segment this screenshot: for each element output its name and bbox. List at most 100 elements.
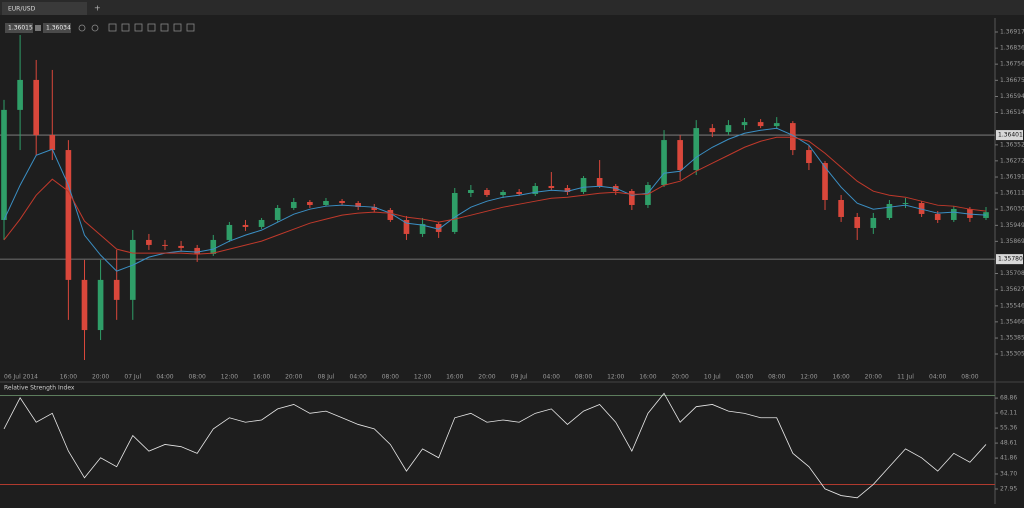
tool-button[interactable] [186, 23, 195, 32]
price-level-label: 1.35780 [998, 256, 1023, 263]
candle-body [757, 122, 764, 127]
candle-body [596, 178, 603, 187]
candle-body [162, 244, 168, 246]
x-tick-label: 04:00 [156, 374, 173, 381]
candle-body [564, 188, 571, 193]
panel-title: Relative Strength Index [4, 385, 75, 392]
candle-body [146, 239, 152, 245]
ask-price: 1.36034 [46, 25, 71, 32]
y-tick-label: 1.36836 [1000, 45, 1024, 52]
candle-body [950, 208, 957, 220]
x-tick-label: 10 Jul [704, 374, 721, 381]
y-tick-label: 1.35546 [1000, 302, 1024, 309]
x-tick-label: 08:00 [961, 374, 978, 381]
x-tick-label: 20:00 [478, 374, 495, 381]
candle-body [178, 245, 184, 248]
y-tick-label: 48.61 [1000, 440, 1017, 447]
y-tick-label: 1.36352 [1000, 141, 1024, 148]
y-tick-label: 1.35466 [1000, 318, 1024, 325]
candle-body [17, 79, 23, 110]
candle-body [339, 200, 345, 203]
x-tick-label: 06 Jul 2014 [4, 374, 38, 381]
y-tick-label: 41.86 [1000, 455, 1017, 462]
candle-body [902, 202, 909, 204]
x-tick-label: 04:00 [736, 374, 753, 381]
x-tick-label: 04:00 [543, 374, 560, 381]
new-tab[interactable]: + [94, 4, 101, 13]
candle-body [822, 163, 828, 200]
candle-body [1, 109, 7, 220]
tool-button[interactable] [147, 23, 156, 32]
candle-body [516, 192, 522, 195]
candle-body [677, 140, 683, 171]
candle-body [435, 223, 442, 232]
candle-body [242, 224, 249, 227]
x-tick-label: 08:00 [575, 374, 592, 381]
moving-average [3, 136, 987, 255]
x-tick-label: 09 Jul [511, 374, 528, 381]
candle-body [113, 279, 120, 300]
candle-body [81, 279, 88, 331]
x-tick-label: 20:00 [92, 374, 109, 381]
candle-body [65, 150, 72, 280]
x-tick-label: 20:00 [865, 374, 882, 381]
candle-body [854, 216, 861, 228]
candle-body [693, 128, 700, 171]
candle-body [967, 208, 973, 218]
x-tick-label: 07 Jul [124, 374, 141, 381]
candle-body [548, 186, 555, 189]
y-tick-label: 1.36111 [1000, 190, 1024, 197]
candle-body [258, 219, 265, 227]
candle-body [773, 123, 780, 127]
candle-body [629, 191, 635, 205]
tool-button[interactable] [108, 23, 117, 32]
tool-button[interactable] [121, 23, 130, 32]
candle-body [307, 201, 313, 205]
y-tick-label: 1.36272 [1000, 157, 1024, 164]
y-tick-label: 68.86 [1000, 395, 1017, 402]
y-tick-label: 55.36 [1000, 425, 1017, 432]
tab[interactable] [2, 2, 87, 15]
tab-title[interactable]: EUR/USD [8, 6, 36, 13]
x-tick-label: 04:00 [350, 374, 367, 381]
x-tick-label: 16:00 [60, 374, 77, 381]
y-tick-label: 1.36917 [1000, 28, 1024, 35]
x-tick-label: 08:00 [189, 374, 206, 381]
x-tick-label: 20:00 [285, 374, 302, 381]
bid-price: 1.36015 [8, 25, 33, 32]
candle-body [194, 247, 200, 254]
price-level-box [996, 254, 1023, 265]
candle-body [387, 209, 394, 220]
candle-body [49, 135, 56, 151]
ask-box [43, 23, 71, 33]
x-tick-label: 16:00 [253, 374, 270, 381]
x-tick-label: 04:00 [929, 374, 946, 381]
bid-box [5, 23, 33, 33]
x-tick-label: 12:00 [221, 374, 238, 381]
candle-body [838, 199, 844, 217]
zoom-out[interactable] [91, 24, 99, 32]
x-tick-label: 08:00 [768, 374, 785, 381]
y-tick-label: 1.36191 [1000, 174, 1024, 181]
zoom-in[interactable] [78, 24, 86, 32]
x-tick-label: 08:00 [382, 374, 399, 381]
candle-body [806, 150, 812, 164]
candle-body [709, 128, 716, 133]
candle-body [661, 140, 667, 186]
y-tick-label: 27.95 [1000, 486, 1017, 493]
candle-body [918, 202, 925, 214]
candle-body [451, 193, 458, 232]
candle-body [790, 123, 796, 151]
candle-body [290, 201, 297, 208]
tab-bar [0, 0, 1024, 15]
y-tick-label: 1.35949 [1000, 222, 1024, 229]
y-tick-label: 1.36756 [1000, 61, 1024, 68]
tool-button[interactable] [134, 23, 143, 32]
tool-button[interactable] [160, 23, 169, 32]
price-level-box [996, 130, 1023, 141]
y-tick-label: 1.35869 [1000, 238, 1024, 245]
candle-body [870, 217, 877, 228]
x-tick-label: 08 Jul [318, 374, 335, 381]
tool-button[interactable] [173, 23, 182, 32]
